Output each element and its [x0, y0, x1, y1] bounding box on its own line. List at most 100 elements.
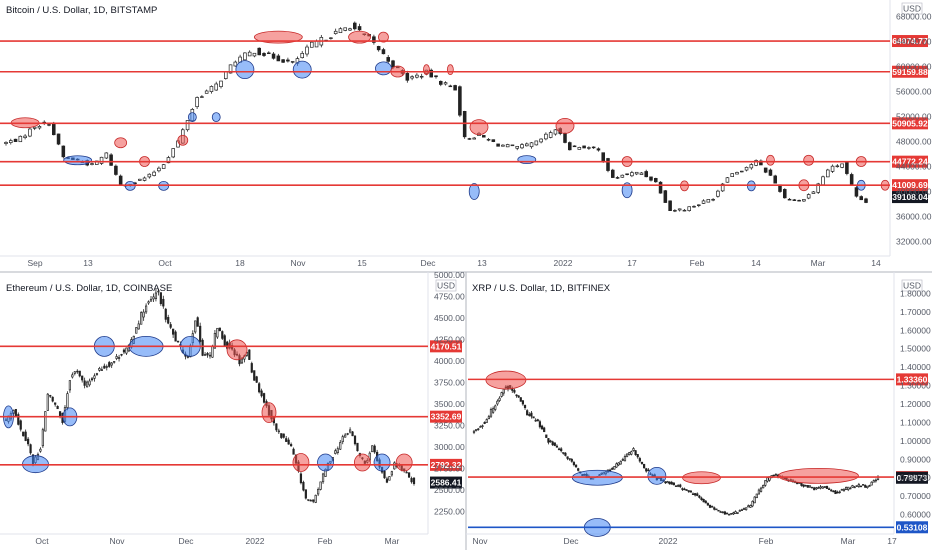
candle-body	[9, 140, 13, 143]
candle-body	[305, 46, 309, 55]
candle-body	[545, 434, 548, 438]
eth-pane: Ethereum / U.S. Dollar, 1D, COINBASE USD	[0, 272, 457, 535]
x-tick-label: Oct	[35, 536, 49, 546]
candle-body	[683, 488, 686, 491]
candle-body	[555, 445, 559, 448]
resistance-zone-ellipse	[253, 30, 303, 44]
candle-body	[356, 442, 359, 452]
candle-body	[250, 363, 253, 373]
candle-body	[344, 434, 347, 438]
candle-body	[639, 172, 644, 175]
candle-body	[845, 162, 849, 174]
y-tick-label: 4000.00	[434, 356, 465, 366]
candle-body	[692, 205, 696, 208]
candle-body	[405, 73, 410, 81]
candle-body	[228, 64, 233, 74]
candle-body	[521, 400, 525, 405]
candle-body	[489, 408, 493, 417]
candle-body	[14, 408, 17, 418]
candle-body	[606, 158, 610, 171]
candle-body	[768, 169, 773, 176]
candle-body	[753, 496, 756, 504]
candle-body	[647, 469, 650, 472]
candle-body	[821, 176, 825, 186]
candle-body	[319, 481, 322, 490]
candle-body	[613, 466, 616, 470]
candle-body	[774, 474, 778, 476]
candle-body	[280, 433, 283, 438]
candle-body	[13, 138, 18, 142]
candle-body	[685, 489, 688, 491]
candle-body	[281, 59, 285, 63]
candle-body	[849, 174, 854, 186]
resistance-zone-ellipse	[778, 467, 859, 484]
candle-body	[383, 471, 386, 479]
candle-body	[157, 290, 160, 293]
y-tick-label: 0.80000	[900, 473, 931, 483]
candle-body	[766, 477, 769, 482]
candle-body	[407, 472, 411, 478]
current-price-label: 0.79973	[897, 473, 928, 483]
candle-body	[135, 327, 138, 334]
candle-body	[213, 332, 217, 349]
y-tick-label: 0.60000	[900, 510, 931, 520]
candle-body	[176, 340, 180, 343]
candle-body	[58, 411, 62, 417]
candle-body	[502, 388, 505, 394]
eth-title: Ethereum / U.S. Dollar, 1D, COINBASE	[6, 283, 172, 294]
candle-body	[670, 482, 673, 485]
x-tick-label: Nov	[472, 536, 488, 546]
candle-body	[472, 137, 476, 140]
y-tick-label: 0.70000	[900, 491, 931, 501]
eth-currency-box	[435, 279, 457, 292]
y-tick-label: 2750.00	[434, 464, 465, 474]
candle-body	[557, 448, 561, 451]
candle-body	[591, 146, 596, 149]
candle-body	[388, 476, 391, 481]
candle-body	[37, 126, 42, 129]
candle-body	[206, 353, 209, 356]
candle-body	[472, 430, 476, 433]
candle-body	[260, 390, 263, 397]
candle-body	[783, 189, 787, 199]
candle-body	[487, 416, 490, 420]
candle-body	[219, 80, 223, 88]
candle-body	[341, 436, 344, 443]
candle-body	[842, 489, 846, 492]
candle-body	[697, 204, 701, 206]
candle-body	[517, 395, 520, 398]
candle-body	[24, 431, 27, 441]
candle-body	[817, 487, 820, 489]
candle-body	[166, 157, 171, 164]
candle-body	[694, 493, 697, 496]
candle-body	[302, 481, 305, 491]
y-tick-label: 3500.00	[434, 399, 465, 409]
y-tick-label: 52000.00	[896, 112, 932, 122]
candle-body	[620, 174, 625, 178]
candle-body	[211, 346, 214, 358]
candle-body	[845, 487, 848, 490]
candle-body	[56, 405, 59, 410]
candle-body	[539, 138, 543, 143]
candle-body	[673, 210, 677, 212]
candle-body	[866, 485, 869, 489]
x-tick-label: Sep	[27, 258, 42, 268]
candle-body	[636, 454, 639, 458]
candle-body	[543, 427, 546, 433]
candle-body	[496, 400, 499, 405]
candle-body	[566, 456, 569, 459]
candle-body	[755, 493, 758, 499]
candle-body	[870, 481, 873, 486]
candle-body	[704, 500, 707, 504]
candle-body	[611, 169, 615, 178]
candle-body	[654, 178, 658, 183]
candle-body	[109, 154, 113, 166]
candle-body	[630, 172, 634, 177]
candle-body	[343, 27, 347, 31]
level-price-label: 50905.92	[892, 118, 928, 128]
candle-body	[515, 146, 519, 149]
y-tick-label: 2250.00	[434, 507, 465, 517]
candle-body	[582, 145, 586, 149]
candle-body	[114, 165, 118, 175]
candle-body	[548, 132, 553, 138]
